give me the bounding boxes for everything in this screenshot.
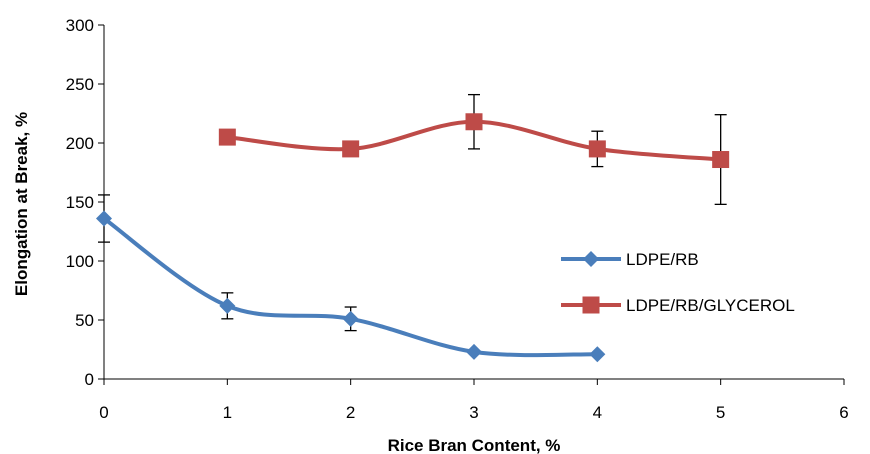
- y-tick-label: 150: [66, 193, 94, 212]
- y-axis-title: Elongation at Break, %: [12, 112, 31, 296]
- y-tick-label: 300: [66, 16, 94, 35]
- x-tick-label: 0: [99, 403, 108, 422]
- data-point: [588, 140, 606, 158]
- x-tick-label: 3: [469, 403, 478, 422]
- data-point: [465, 113, 483, 131]
- x-axis-title: Rice Bran Content, %: [388, 436, 561, 454]
- legend-label: LDPE/RB/GLYCEROL: [626, 296, 795, 315]
- axes: 0 50 100 150 200 250 300 0 1 2 3 4 5 6: [66, 16, 849, 422]
- y-tick-label: 50: [75, 311, 94, 330]
- x-tick-label: 2: [346, 403, 355, 422]
- y-tick-label: 200: [66, 134, 94, 153]
- legend: LDPE/RB LDPE/RB/GLYCEROL: [561, 250, 795, 315]
- legend-swatch-marker: [583, 251, 599, 267]
- x-tick-label: 6: [839, 403, 848, 422]
- y-tick-label: 0: [85, 370, 94, 389]
- series-layer: [96, 93, 730, 363]
- data-point: [218, 128, 236, 146]
- x-tick-label: 1: [223, 403, 232, 422]
- legend-swatch-marker: [582, 296, 600, 314]
- data-point: [589, 346, 606, 363]
- data-point: [342, 310, 359, 327]
- data-point: [466, 343, 482, 360]
- data-point: [712, 151, 730, 169]
- y-tick-label: 100: [66, 252, 94, 271]
- y-tick-label: 250: [66, 75, 94, 94]
- x-tick-label: 4: [593, 403, 602, 422]
- series-ldpe-rb: [96, 194, 606, 363]
- legend-label: LDPE/RB: [626, 250, 699, 269]
- x-tick-label: 5: [716, 403, 725, 422]
- legend-item: LDPE/RB: [561, 250, 699, 269]
- data-point: [219, 297, 236, 314]
- data-point: [342, 140, 360, 158]
- series-line: [102, 216, 598, 358]
- series-ldpe-rb-glycerol: [218, 93, 730, 206]
- legend-item: LDPE/RB/GLYCEROL: [561, 296, 795, 315]
- data-point: [96, 210, 112, 227]
